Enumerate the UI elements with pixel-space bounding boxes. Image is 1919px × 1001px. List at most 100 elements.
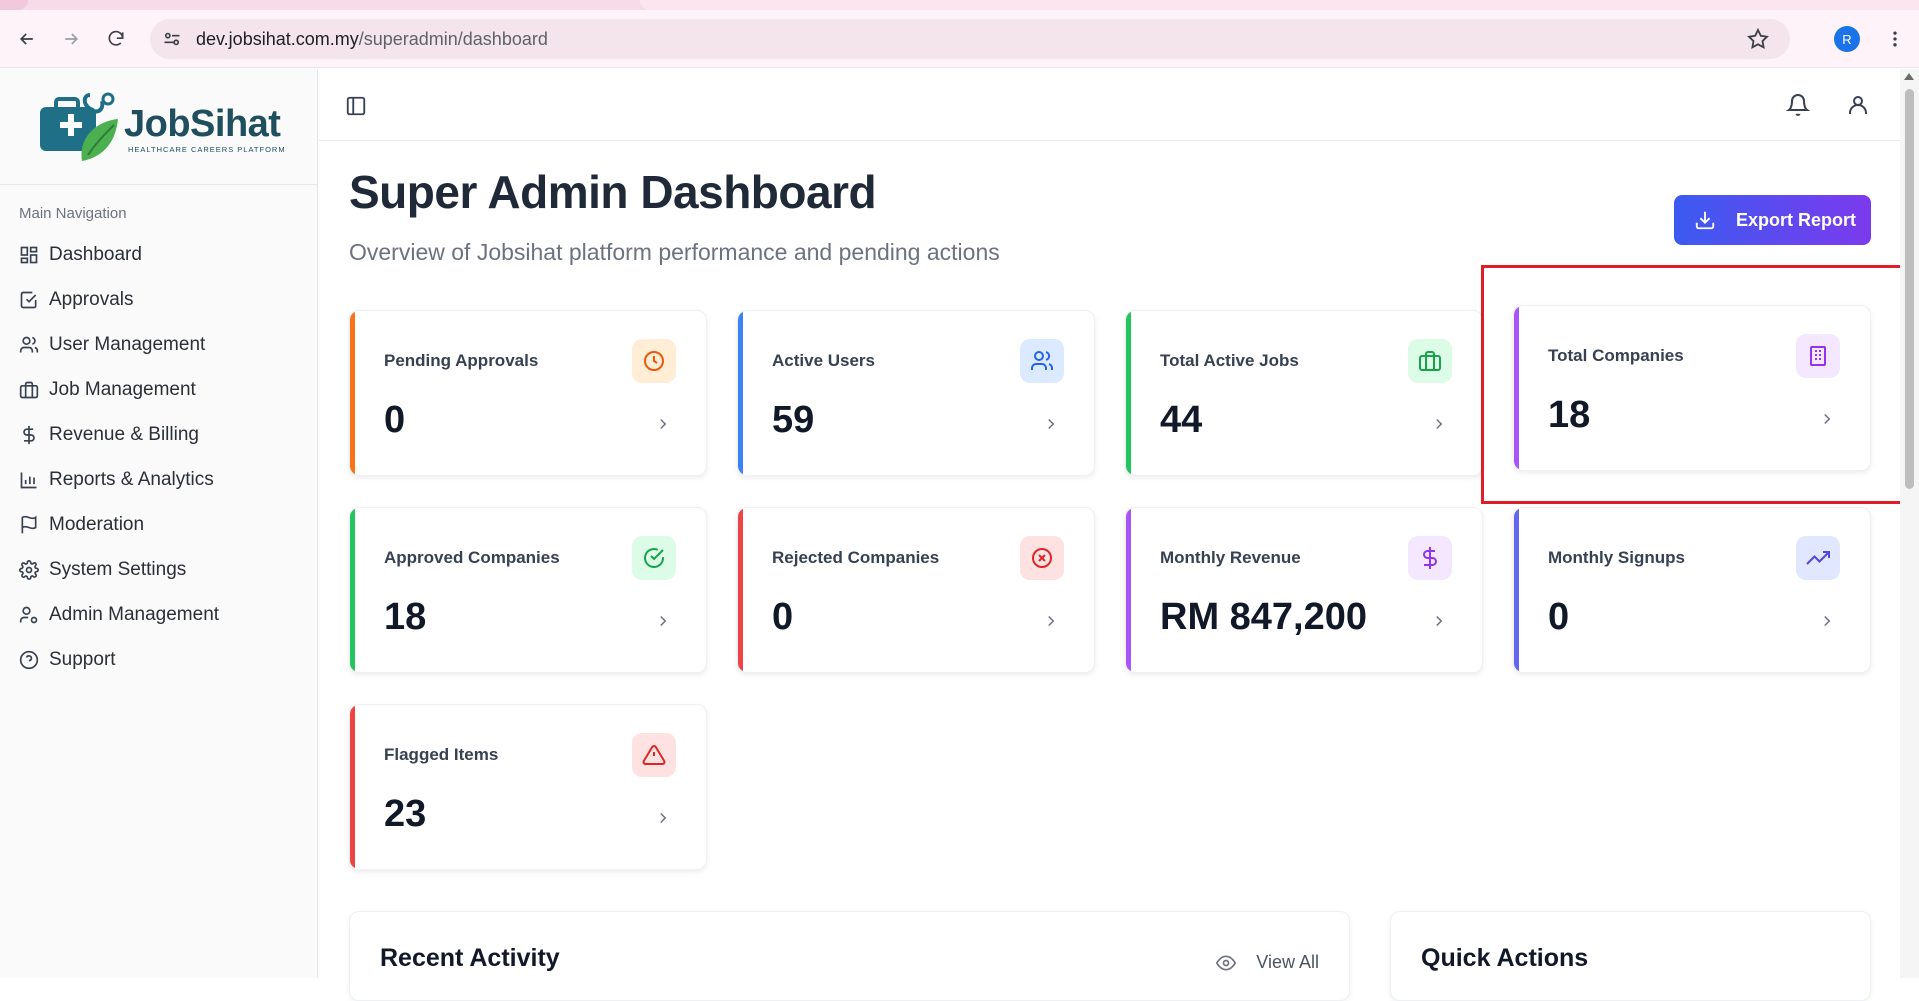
sidebar-item-label: Approvals [49,288,134,310]
stat-card-active-users[interactable]: Active Users 59 [737,310,1095,476]
scroll-thumb[interactable] [1905,89,1914,489]
dollar-icon [1408,536,1452,580]
stat-card-monthly-revenue[interactable]: Monthly Revenue RM 847,200 [1125,507,1483,673]
card-value: 44 [1160,399,1203,441]
quick-actions-panel: Quick Actions [1390,911,1871,1001]
card-label: Monthly Revenue [1160,548,1301,567]
card-label: Active Users [772,351,876,370]
stat-card-pending-approvals[interactable]: Pending Approvals 0 [349,310,707,476]
grid-icon [20,246,38,263]
card-accent [1514,508,1519,672]
sidebar-item-moderation[interactable]: Moderation [0,502,318,547]
stat-card-total-active-jobs[interactable]: Total Active Jobs 44 [1125,310,1483,476]
reload-icon[interactable] [101,24,131,54]
chevron-right-icon[interactable] [654,612,672,630]
stat-card-rejected-companies[interactable]: Rejected Companies 0 [737,507,1095,673]
card-value: 0 [384,399,406,441]
card-value: 18 [384,596,427,638]
page-subtitle: Overview of Jobsihat platform performanc… [349,239,1000,265]
scroll-up-arrow[interactable] [1904,73,1914,80]
user-icon[interactable] [1846,93,1870,117]
help-circle-icon [19,650,39,669]
chevron-right-icon[interactable] [1430,612,1448,630]
eye-icon [1216,954,1237,971]
card-label: Pending Approvals [384,351,539,370]
card-label: Monthly Signups [1548,548,1685,567]
card-value: RM 847,200 [1160,596,1368,638]
highlight-box [1481,265,1905,504]
bar-chart-icon [20,472,37,488]
check-circle-icon [632,536,676,580]
card-label: Approved Companies [384,548,560,567]
chevron-right-icon[interactable] [654,809,672,827]
site-info-icon[interactable] [162,29,182,49]
clock-icon [632,339,676,383]
stat-card-total-companies[interactable]: Total Companies 18 [1513,305,1871,471]
sidebar-item-reports-analytics[interactable]: Reports & Analytics [0,457,318,502]
card-accent [350,508,355,672]
sidebar-item-label: Admin Management [49,603,220,625]
view-all-link[interactable]: View All [1216,952,1319,973]
url-text[interactable]: dev.jobsihat.com.my/superadmin/dashboard [196,29,548,49]
sidebar-item-approvals[interactable]: Approvals [0,277,318,322]
nav-section-title: Main Navigation [19,205,127,222]
sidebar-item-admin-management[interactable]: Admin Management [0,592,318,637]
chevron-right-icon[interactable] [1818,612,1836,630]
sidebar-item-support[interactable]: Support [0,637,318,682]
card-accent [738,311,743,475]
stat-card-monthly-signups[interactable]: Monthly Signups 0 [1513,507,1871,673]
card-accent [738,508,743,672]
sidebar-toggle-icon[interactable] [345,95,367,117]
logo[interactable]: JobSihat HEALTHCARE CAREERS PLATFORM [0,69,317,185]
card-label: Total Companies [1548,346,1684,365]
check-square-icon [20,291,37,308]
alert-triangle-icon [632,733,676,777]
sidebar-item-label: Reports & Analytics [49,468,214,490]
building-icon [1796,334,1840,378]
card-value: 23 [384,793,427,835]
card-label: Flagged Items [384,745,499,764]
chevron-right-icon[interactable] [1042,415,1060,433]
page-scrollbar[interactable] [1900,69,1919,978]
sidebar-item-revenue-billing[interactable]: Revenue & Billing [0,412,318,457]
address-bar[interactable]: dev.jobsihat.com.my/superadmin/dashboard [150,19,1790,59]
top-bar [319,69,1900,141]
logo-text: JobSihat [124,103,281,145]
card-value: 0 [772,596,794,638]
sidebar-item-user-management[interactable]: User Management [0,322,318,367]
chevron-right-icon[interactable] [1818,410,1836,428]
sidebar-item-dashboard[interactable]: Dashboard [0,232,318,277]
export-report-button[interactable]: Export Report [1674,195,1871,245]
card-accent [350,705,355,869]
sidebar-item-label: Dashboard [49,243,142,265]
users-icon [1020,339,1064,383]
card-accent [1126,508,1131,672]
bell-icon[interactable] [1786,93,1810,117]
logo-icon [40,92,118,161]
profile-avatar[interactable]: R [1834,26,1860,52]
sidebar-item-system-settings[interactable]: System Settings [0,547,318,592]
forward-icon[interactable] [56,24,86,54]
page-title: Super Admin Dashboard [349,166,877,218]
card-value: 18 [1548,394,1591,436]
chevron-right-icon[interactable] [1430,415,1448,433]
back-icon[interactable] [12,24,42,54]
chevron-right-icon[interactable] [654,415,672,433]
x-circle-icon [1020,536,1064,580]
stat-card-flagged-items[interactable]: Flagged Items 23 [349,704,707,870]
tab-left[interactable] [0,0,28,10]
gear-icon [19,559,39,580]
view-all-label: View All [1256,952,1319,972]
nav-list: Dashboard Approvals User Management Job … [0,232,318,682]
sidebar-item-job-management[interactable]: Job Management [0,367,318,412]
sidebar-item-label: Moderation [49,513,145,535]
browser-menu-icon[interactable] [1882,26,1908,52]
chevron-right-icon[interactable] [1042,612,1060,630]
tab-active[interactable] [640,0,1919,10]
bookmark-star-icon[interactable] [1746,27,1770,51]
trending-up-icon [1796,536,1840,580]
card-label: Total Active Jobs [1160,351,1299,370]
stat-card-approved-companies[interactable]: Approved Companies 18 [349,507,707,673]
sidebar-item-label: Support [49,648,116,670]
briefcase-icon [1408,339,1452,383]
